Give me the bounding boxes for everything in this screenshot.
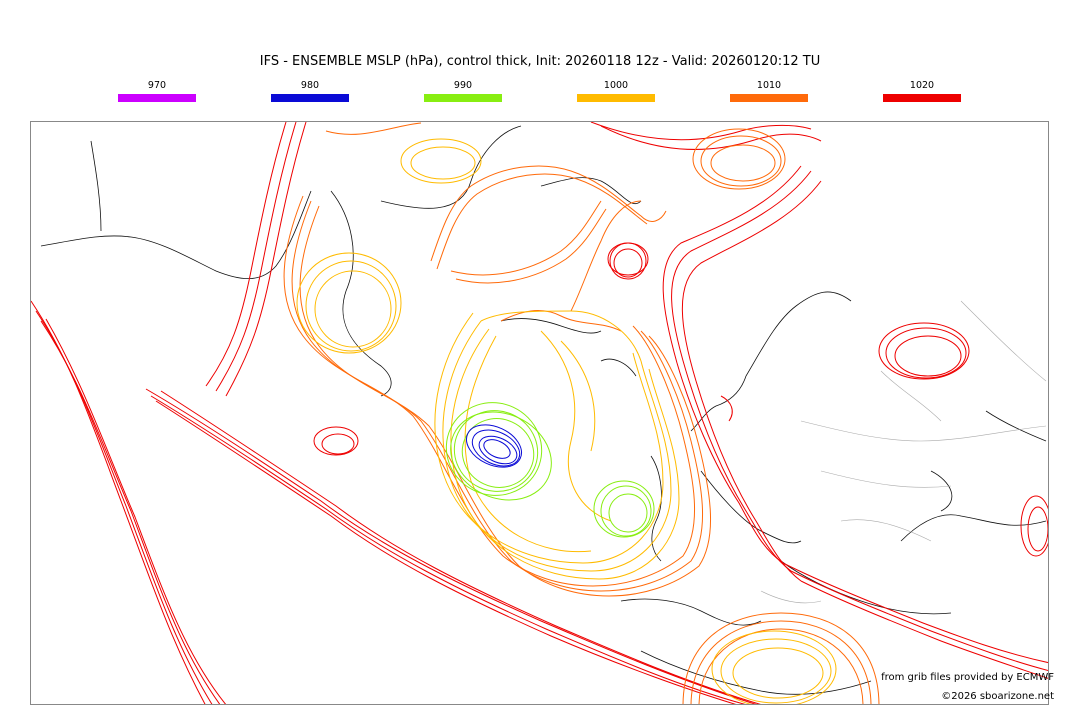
legend-label: 970 (147, 80, 167, 91)
data-source-credit: from grib files provided by ECMWF (881, 672, 1054, 683)
legend-item-990: 990 (423, 80, 503, 102)
legend-item-1010: 1010 (729, 80, 809, 102)
legend-label: 990 (453, 80, 473, 91)
legend-swatch (271, 94, 349, 102)
legend-item-970: 970 (117, 80, 197, 102)
pressure-map (30, 121, 1049, 705)
chart-title: IFS - ENSEMBLE MSLP (hPa), control thick… (259, 54, 821, 69)
legend-label: 980 (300, 80, 320, 91)
legend-item-980: 980 (270, 80, 350, 102)
legend-item-1020: 1020 (882, 80, 962, 102)
legend-swatch (883, 94, 961, 102)
legend-label: 1000 (603, 80, 629, 91)
legend-label: 1010 (756, 80, 782, 91)
copyright-credit: ©2026 sboarizone.net (941, 691, 1054, 702)
isobars-980 (466, 424, 522, 468)
coastlines (40, 125, 1047, 695)
legend-swatch (577, 94, 655, 102)
isobars-990 (445, 402, 655, 538)
isobars-1010 (283, 122, 880, 704)
map-canvas (31, 122, 1048, 704)
country-borders (760, 300, 1047, 604)
legend-label: 1020 (909, 80, 935, 91)
isobars-1000 (296, 138, 837, 704)
legend-item-1000: 1000 (576, 80, 656, 102)
legend-swatch (424, 94, 502, 102)
legend-swatch (730, 94, 808, 102)
isobars-1020 (31, 122, 1048, 704)
legend-swatch (118, 94, 196, 102)
